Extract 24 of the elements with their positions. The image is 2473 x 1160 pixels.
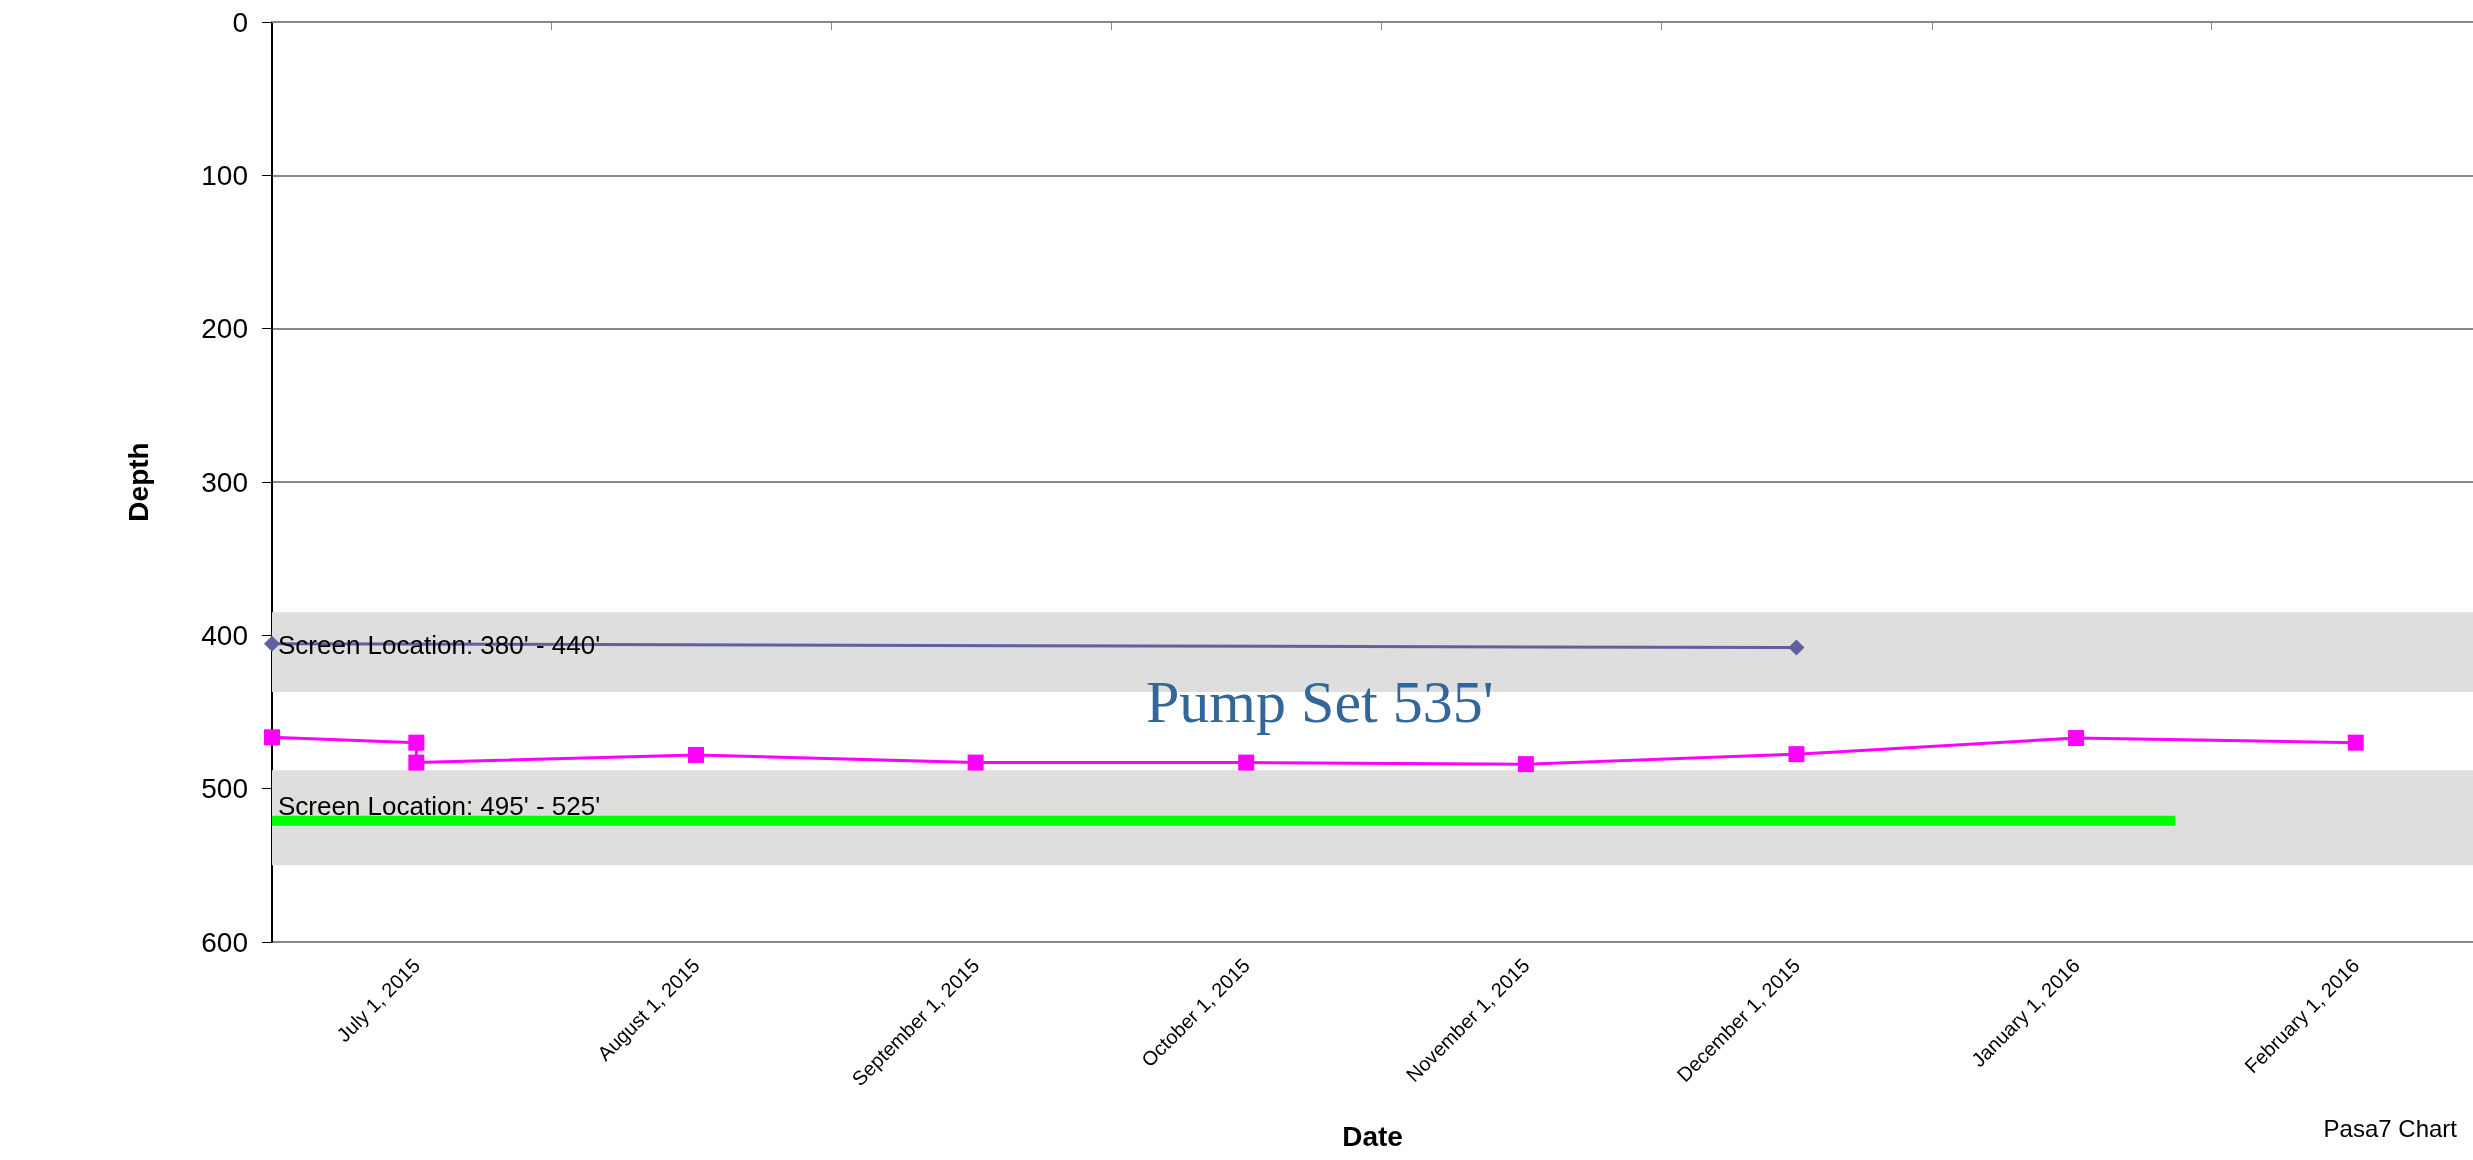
- y-tick-label: 0: [232, 6, 248, 38]
- point: [2347, 734, 2364, 751]
- point: [2068, 730, 2085, 747]
- point: [687, 746, 704, 763]
- point: [1788, 746, 1805, 763]
- x-axis-title: Date: [1342, 1120, 1403, 1152]
- point: [264, 729, 280, 746]
- point: [1788, 639, 1805, 656]
- y-axis-title: Depth: [122, 442, 154, 522]
- annotation: Pump Set 535': [1146, 669, 1494, 735]
- point: [1517, 756, 1534, 773]
- point: [408, 754, 425, 771]
- y-tick-label: 100: [201, 159, 248, 191]
- y-tick-label: 600: [201, 926, 248, 958]
- y-tick-label: 200: [201, 313, 248, 345]
- point: [967, 754, 984, 771]
- text: Pasa7 Chart: [2323, 1114, 2458, 1142]
- point: [264, 635, 280, 652]
- point: [408, 734, 425, 751]
- y-tick-label: 400: [201, 619, 248, 651]
- y-tick-label: 300: [201, 466, 248, 498]
- y-tick-label: 500: [201, 773, 248, 805]
- band-label: Screen Location: 495' - 525': [278, 790, 601, 821]
- point: [1238, 754, 1255, 771]
